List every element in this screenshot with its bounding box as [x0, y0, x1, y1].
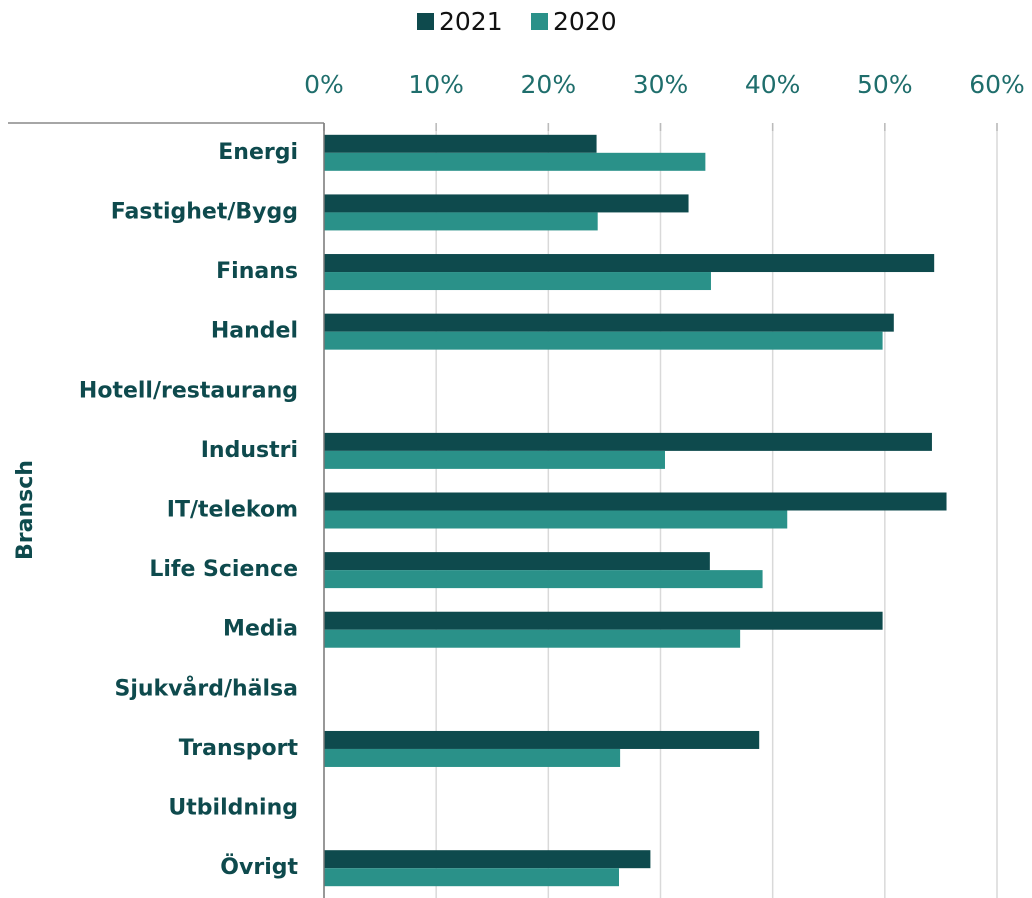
bar [324, 134, 597, 153]
y-tick-label: Life Science [149, 557, 298, 582]
bar [324, 194, 689, 213]
bar [324, 748, 621, 767]
y-tick-label: Industri [201, 438, 298, 463]
y-tick-label: Sjukvård/hälsa [115, 675, 299, 701]
bar [324, 272, 711, 291]
bar [324, 152, 706, 171]
legend-swatch [531, 13, 548, 30]
bar [324, 450, 665, 469]
bar [324, 313, 894, 332]
bar [324, 510, 788, 529]
x-tick-label: 50% [857, 70, 913, 99]
bar [324, 570, 763, 589]
y-axis-label: Bransch [13, 460, 38, 560]
y-tick-label: Handel [211, 319, 298, 344]
bar [324, 254, 935, 273]
y-tick-label: Hotell/restaurang [79, 378, 298, 403]
y-tick-label: Media [223, 617, 298, 642]
x-tick-label: 30% [633, 70, 689, 99]
y-tick-label: Övrigt [220, 854, 298, 880]
x-tick-label: 0% [304, 70, 344, 99]
bar [324, 492, 947, 511]
x-tick-label: 40% [745, 70, 801, 99]
legend-label: 2020 [553, 7, 617, 36]
legend-label: 2021 [439, 7, 503, 36]
legend-swatch [417, 13, 434, 30]
bar [324, 212, 598, 231]
x-tick-label: 20% [521, 70, 577, 99]
bar [324, 331, 883, 350]
x-tick-label: 60% [969, 70, 1025, 99]
bar [324, 868, 619, 887]
y-tick-label: IT/telekom [167, 498, 298, 523]
y-tick-label: Energi [218, 140, 298, 165]
bar [324, 629, 741, 648]
y-tick-label: Finans [216, 259, 298, 284]
y-tick-label: Fastighet/Bygg [111, 199, 298, 224]
bar [324, 850, 651, 869]
y-tick-label: Transport [179, 736, 299, 761]
x-tick-label: 10% [408, 70, 464, 99]
y-tick-label: Utbildning [168, 796, 298, 821]
bar [324, 552, 710, 571]
bar [324, 730, 760, 749]
bar [324, 432, 932, 451]
bar [324, 611, 883, 630]
